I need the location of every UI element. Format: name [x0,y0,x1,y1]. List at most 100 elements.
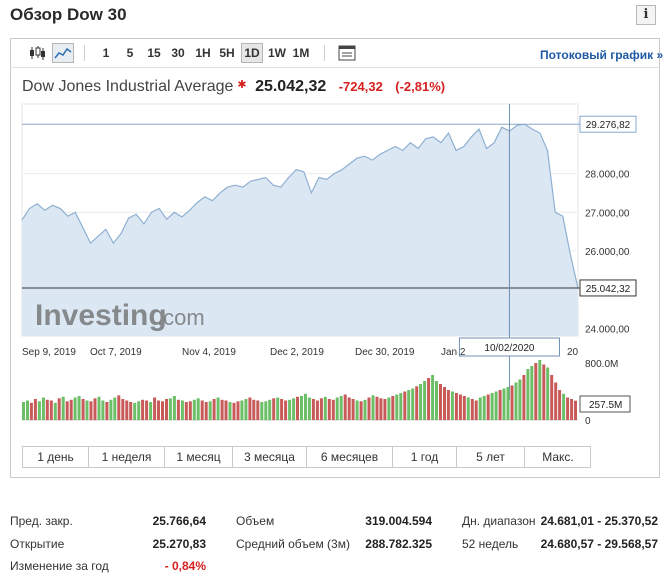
area-chart-icon[interactable] [52,43,74,63]
volume-bar [49,400,53,420]
y-tick-label: 26.000,00 [585,247,630,258]
volume-bar [431,375,435,420]
timeframe-1d[interactable]: 1D [241,43,263,63]
stat-value: 24.681,01 - 25.370,52 [540,514,658,528]
watermark: Investing.com [35,299,205,332]
volume-bar [411,388,415,420]
reference-lines: 10/02/2020 [22,104,580,400]
x-axis-labels: Sep 9, 2019 Oct 7, 2019 Nov 4, 2019 Dec 2, … [22,347,579,358]
range-tab-6m[interactable]: 6 месяцев [307,447,393,467]
volume-bar [244,399,248,420]
volume-bar [518,379,522,420]
volume-bar [264,401,268,421]
volume-bar [29,402,33,421]
volume-bar [550,375,554,420]
volume-bar [391,396,395,420]
x-tick-label: Nov 4, 2019 [182,347,236,358]
layout-glyph [338,45,356,61]
timeframe-1h[interactable]: 1H [195,46,211,60]
volume-bar [566,397,570,420]
timeframe-5[interactable]: 5 [126,46,134,60]
info-icon[interactable]: i [636,5,656,25]
range-tab-1d[interactable]: 1 день [23,447,89,467]
volume-bar [466,397,470,420]
volume-bar [280,399,284,420]
volume-bar [236,401,240,421]
volume-bar [339,396,343,420]
range-tab-3m[interactable]: 3 месяца [233,447,307,467]
stat-label: Дн. диапазон [462,514,536,528]
volume-bar [208,401,212,421]
price-chart[interactable]: Investing.com 10/02/2020 29.276,82 28.000… [0,0,666,440]
volume-bar [268,399,272,421]
volume-bar [53,402,57,421]
price-change-pct: (-2,81%) [395,79,446,94]
volume-bar [212,399,216,420]
volume-bar [252,399,256,421]
candlestick-glyph [30,46,45,60]
layout-icon[interactable] [336,43,358,63]
volume-bar [260,402,264,420]
volume-bar [474,400,478,420]
volume-bar [494,391,498,420]
range-tab-max[interactable]: Макс. [542,450,574,464]
volume-bar [419,384,423,420]
timeframe-5h[interactable]: 5H [219,46,235,60]
volume-bar [534,363,538,420]
streaming-chart-link[interactable]: Потоковый график » [540,48,663,62]
volume-bar [256,400,260,420]
volume-bar [69,399,73,421]
volume-bar [554,382,558,420]
volume-bar [41,397,45,420]
last-price: 25.042,32 [255,78,327,95]
candlestick-chart-icon[interactable] [26,43,48,63]
price-line [21,123,579,289]
volume-bar [220,399,224,421]
volume-bar [443,387,446,420]
volume-bar [355,400,359,420]
x-tick-label: Dec 30, 2019 [355,347,415,358]
range-tab-5y[interactable]: 5 лет [457,447,525,467]
volume-bar [200,400,204,420]
timeframe-1w[interactable]: 1W [268,46,286,60]
volume-bar [498,390,502,420]
volume-bar [427,378,431,420]
range-tab-1y[interactable]: 1 год [393,447,457,467]
volume-bar [323,396,327,421]
timeframe-1[interactable]: 1 [102,46,110,60]
volume-bar [383,399,387,420]
volume-bar [172,396,176,420]
volume-bar [439,384,442,420]
volume-bar [514,382,518,420]
timeframe-1m[interactable]: 1M [292,46,310,60]
timeframe-15[interactable]: 15 [147,46,161,60]
volume-bar [367,397,371,420]
volume-bar [196,398,200,421]
volume-bar [470,399,474,420]
volume-bar [570,399,574,420]
volume-bar [510,385,514,420]
volume-bar [363,399,367,421]
crosshair-date: 10/02/2020 [484,343,534,354]
volume-bar [351,399,355,420]
price-change: -724,32 [338,79,383,94]
volume-bar [542,364,546,420]
volume-bar [522,375,526,420]
volume-bar [81,399,85,420]
volume-bar [248,397,252,420]
x-tick-label: Sep 9, 2019 [22,347,76,358]
range-tab-1w[interactable]: 1 неделя [89,447,165,467]
range-tab-1m[interactable]: 1 месяц [165,447,233,467]
y-tick-label: 28.000,00 [585,170,630,181]
chart-toolbar: 1 5 15 30 1H 5H 1D 1W 1M Потоковый графи… [10,38,663,68]
volume-bar [65,401,69,421]
volume-bar [315,400,319,420]
volume-bar [105,402,109,420]
volume-bar [37,401,41,421]
volume-bar [379,398,383,421]
volume-bar [272,398,276,421]
volume-bar [85,400,89,420]
volume-bar [113,397,117,420]
timeframe-30[interactable]: 30 [171,46,185,60]
x-tick-label: Jan 2 [441,347,466,358]
